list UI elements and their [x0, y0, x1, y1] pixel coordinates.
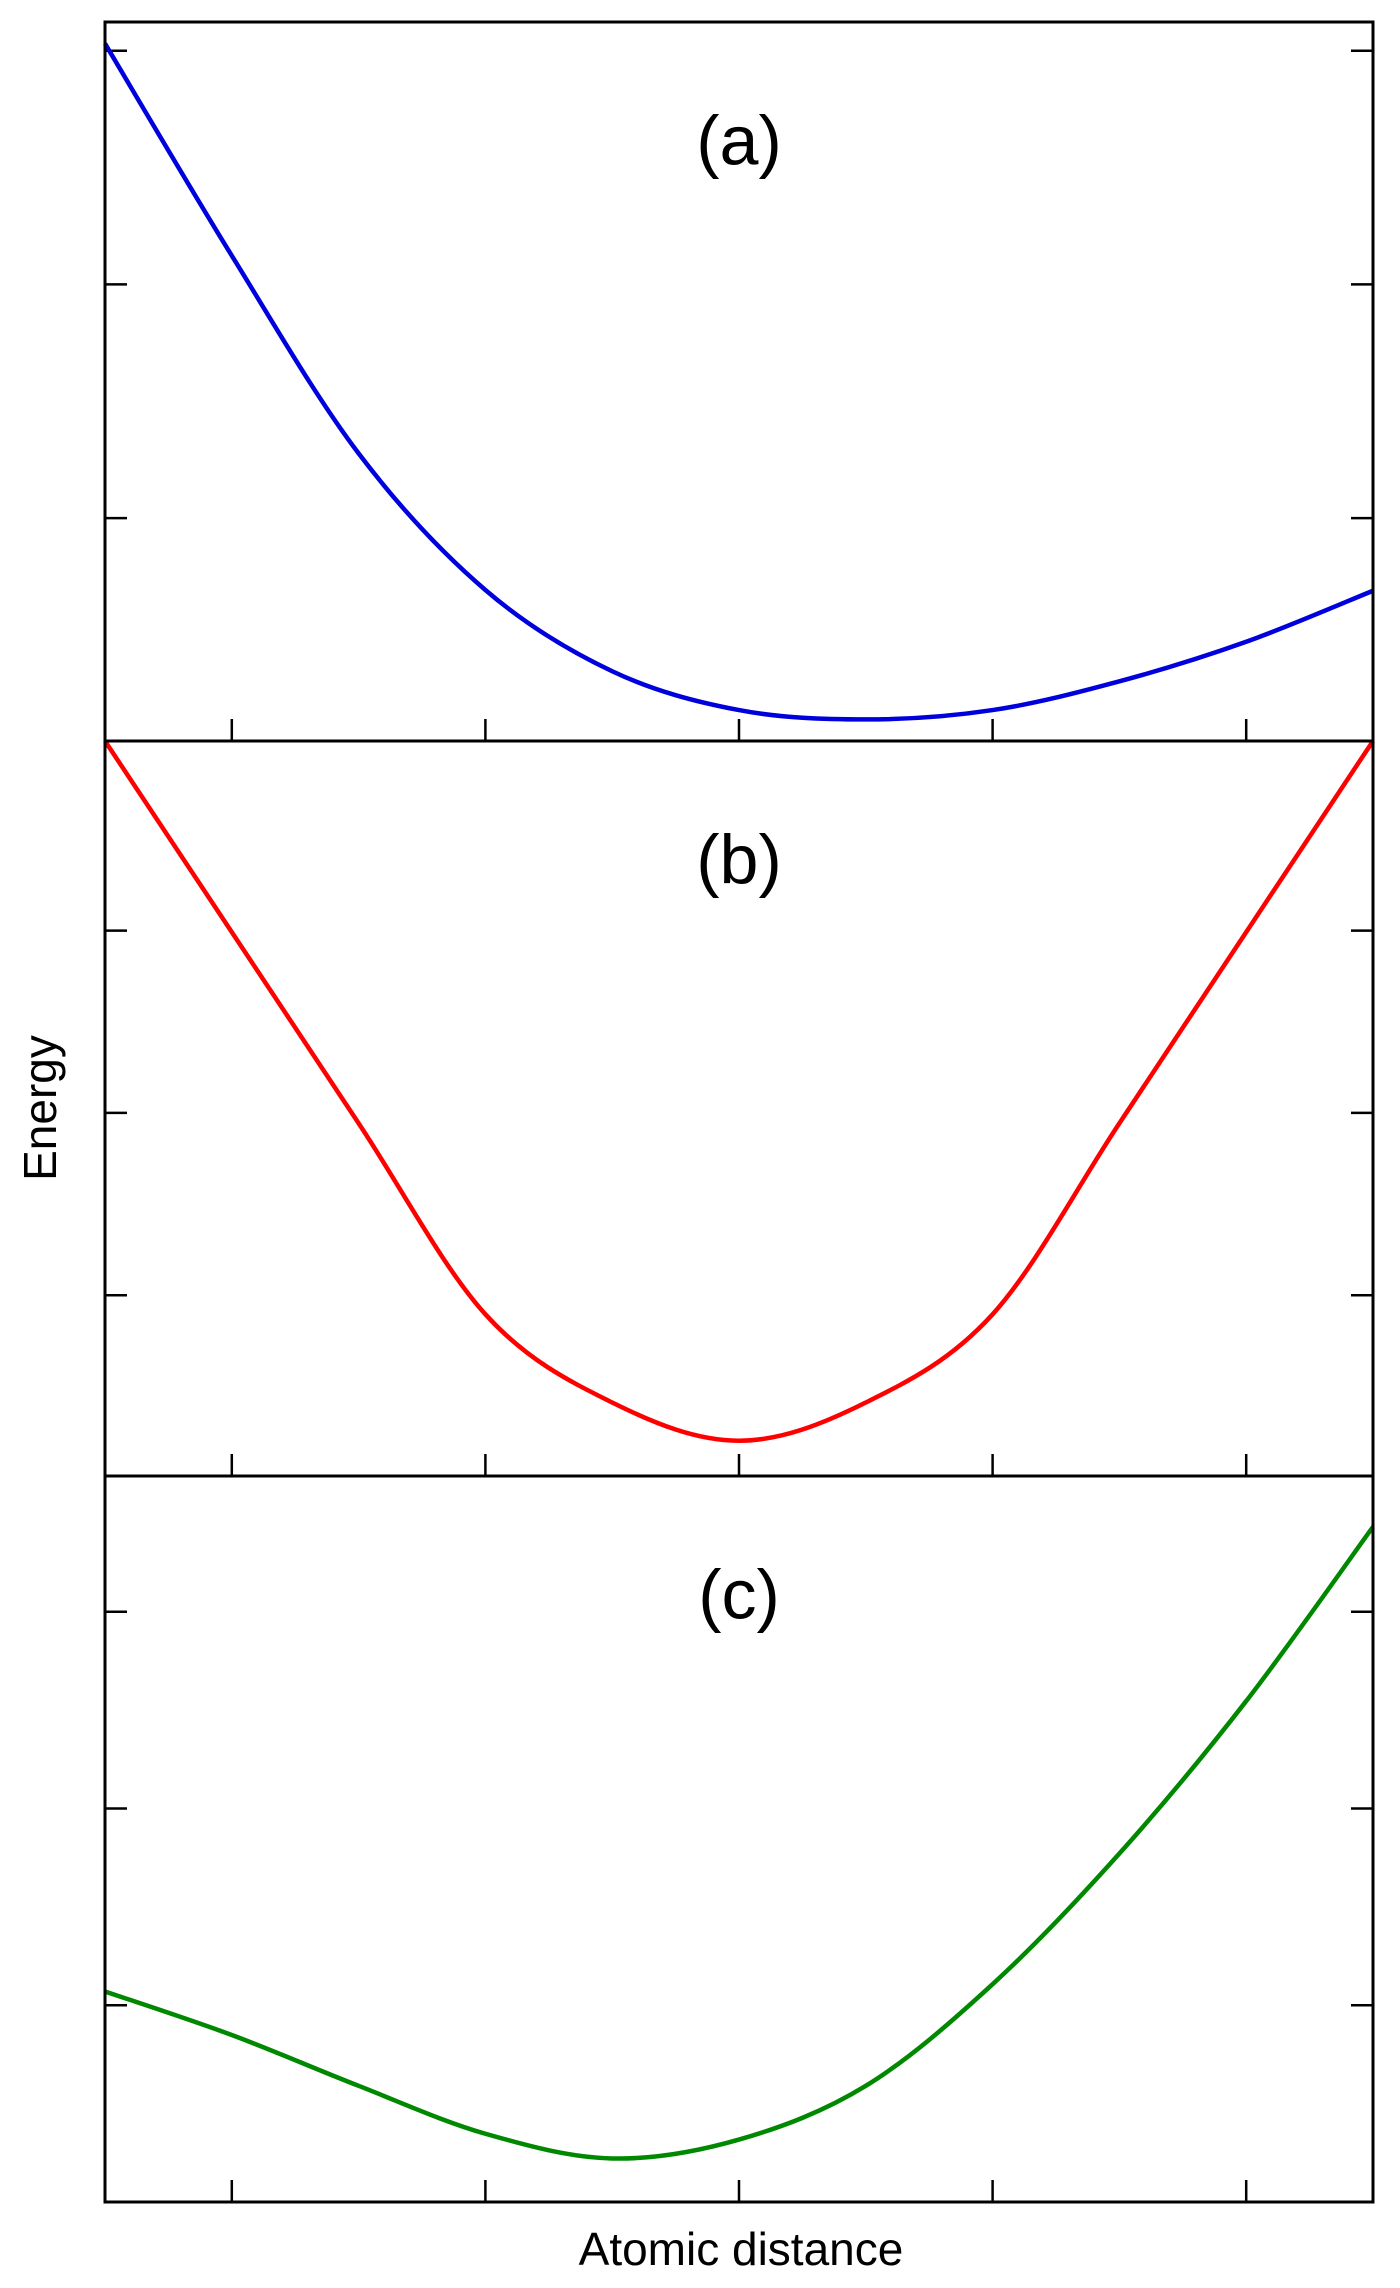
y-axis-label: Energy — [14, 1035, 66, 1181]
curve — [103, 42, 1374, 722]
panel-label: (a) — [696, 101, 782, 179]
x-axis-label: Atomic distance — [579, 2223, 904, 2275]
panel-label: (c) — [698, 1555, 780, 1633]
curve — [103, 739, 1375, 1443]
panel-frame — [103, 1474, 1375, 2204]
panel-label: (b) — [696, 820, 782, 898]
curve — [104, 1525, 1375, 2161]
